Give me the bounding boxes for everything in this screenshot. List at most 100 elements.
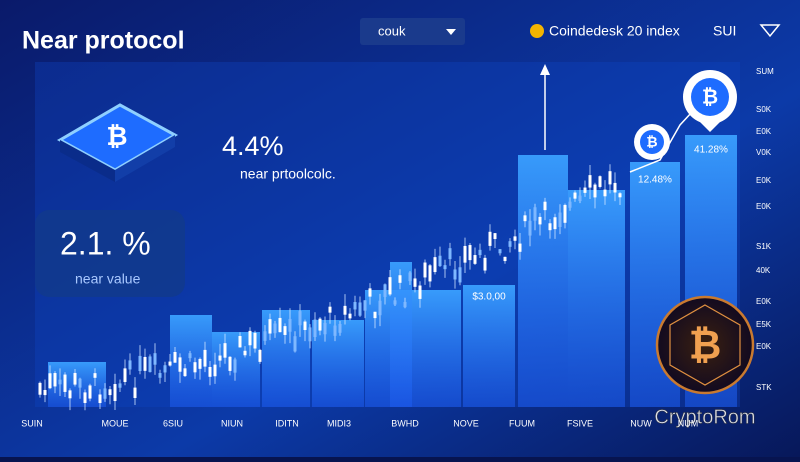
candle: [398, 275, 402, 283]
candle: [478, 249, 482, 256]
right-axis-label: STK: [756, 383, 772, 392]
bar: [312, 320, 364, 407]
candle: [278, 317, 282, 333]
bottom-axis-label: 6SIU: [163, 418, 183, 428]
coin-icon: [530, 24, 544, 38]
candle: [428, 265, 432, 282]
candle: [528, 220, 532, 236]
bar: [568, 190, 625, 407]
candle: [123, 368, 127, 382]
candle: [313, 319, 317, 338]
right-axis-label: SUM: [756, 67, 774, 76]
candle: [208, 366, 212, 377]
candle: [178, 357, 182, 372]
candle: [73, 372, 77, 385]
candle: [188, 353, 192, 359]
candle: [58, 379, 62, 385]
candle: [558, 212, 562, 227]
candle: [118, 383, 122, 388]
bottom-axis-label: MIDI3: [327, 418, 351, 428]
candle: [353, 302, 357, 310]
candle: [413, 278, 417, 287]
candle: [493, 233, 497, 240]
right-axis-label: E0K: [756, 127, 772, 136]
candle: [523, 215, 527, 222]
candle: [388, 277, 392, 295]
card-value: 2.1. %: [60, 225, 151, 261]
bottom-axis-label: IDITN: [275, 418, 299, 428]
bottom-axis-label: NOVE: [453, 418, 479, 428]
logo-card: ₿: [56, 103, 179, 182]
candle: [153, 353, 157, 365]
candle: [218, 355, 222, 361]
candle: [43, 389, 47, 396]
svg-text:₿: ₿: [689, 324, 722, 368]
candle: [263, 331, 267, 341]
right-axis-label: E0K: [756, 176, 772, 185]
candle: [613, 182, 617, 193]
candle: [173, 351, 177, 363]
bottom-axis-label: SUIN: [21, 418, 43, 428]
candle: [403, 301, 407, 308]
candle: [108, 389, 112, 396]
bottom-axis-label: NIUN: [221, 418, 243, 428]
ticker: SUI: [713, 23, 736, 39]
bottom-axis-label: BWHD: [391, 418, 419, 428]
candle: [533, 207, 537, 221]
bottom-axis-label: NUM: [678, 418, 699, 428]
right-axis-label: E0K: [756, 342, 772, 351]
candle: [168, 361, 172, 366]
candle: [423, 262, 427, 278]
svg-text:₿: ₿: [646, 134, 657, 150]
main-caption: near prtoolcolc.: [240, 166, 336, 182]
candle: [518, 243, 522, 252]
candle: [193, 362, 197, 373]
candle: [128, 360, 132, 370]
pin-large: ₿: [683, 70, 737, 132]
value-card: [35, 210, 185, 297]
candle: [318, 318, 322, 331]
bar-label: 12.48%: [638, 175, 672, 186]
candle: [103, 388, 107, 399]
candle: [468, 245, 472, 261]
bar-label: 41.28%: [694, 145, 728, 156]
candle: [113, 384, 117, 402]
candle: [438, 255, 442, 267]
dropdown[interactable]: [360, 18, 465, 45]
candle: [243, 350, 247, 356]
bottom-axis-label: NUW: [630, 418, 652, 428]
right-axis-label: S0K: [756, 105, 772, 114]
candle: [563, 204, 567, 223]
main-change: 4.4%: [222, 131, 284, 161]
candle: [463, 245, 467, 263]
candle: [133, 387, 137, 398]
candle: [253, 332, 257, 349]
candle: [368, 288, 372, 297]
candle: [273, 323, 277, 334]
right-axis-label: E5K: [756, 320, 772, 329]
candle: [538, 216, 542, 225]
candle: [593, 184, 597, 198]
candle: [258, 349, 262, 362]
arrow-head: [540, 64, 550, 75]
candle: [98, 394, 102, 404]
candle: [418, 285, 422, 299]
candle: [573, 192, 577, 199]
bottom-axis-label: MOUE: [102, 418, 129, 428]
candle: [608, 171, 612, 185]
candle: [383, 284, 387, 297]
candle: [63, 374, 67, 392]
candle: [68, 390, 72, 399]
candle: [393, 300, 397, 305]
watermark: CryptoRom: [654, 406, 755, 428]
arrow-icon: [759, 24, 781, 38]
right-axis-label: E0K: [756, 202, 772, 211]
svg-text:₿: ₿: [702, 86, 718, 108]
candle: [198, 358, 202, 369]
candle: [363, 300, 367, 311]
candle: [348, 313, 352, 319]
candle: [443, 265, 447, 270]
candle: [483, 257, 487, 271]
dropdown-text: couk: [378, 23, 406, 38]
